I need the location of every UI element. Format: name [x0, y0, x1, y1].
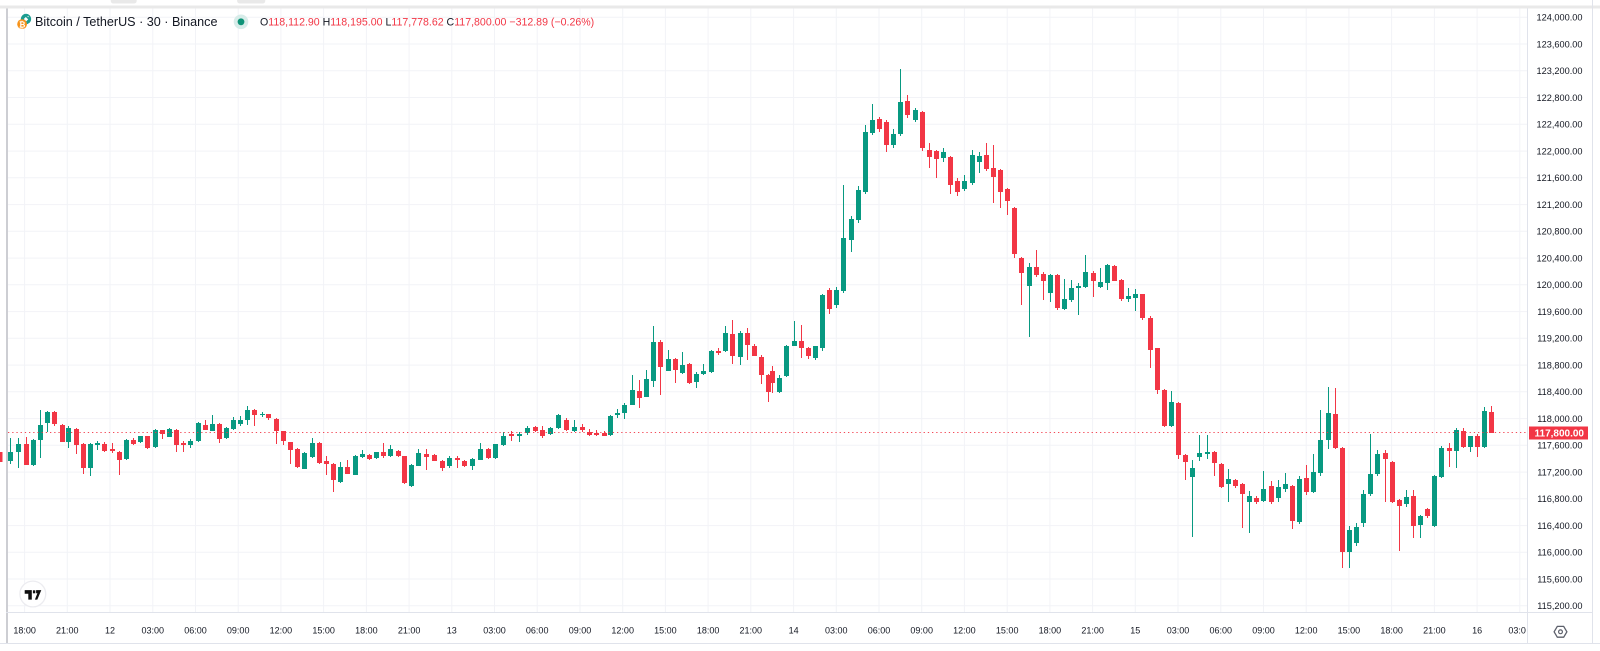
svg-text:21:00: 21:00: [1081, 626, 1104, 636]
svg-text:03:0: 03:0: [1508, 626, 1526, 636]
svg-text:21:00: 21:00: [1423, 626, 1446, 636]
svg-text:15:00: 15:00: [996, 626, 1019, 636]
svg-text:15: 15: [1130, 626, 1140, 636]
svg-text:116,800.00: 116,800.00: [1537, 494, 1582, 504]
svg-text:122,400.00: 122,400.00: [1537, 120, 1583, 130]
svg-text:15:00: 15:00: [1338, 626, 1361, 636]
svg-text:09:00: 09:00: [1252, 626, 1275, 636]
svg-text:121,200.00: 121,200.00: [1537, 200, 1583, 210]
svg-text:Bitcoin / TetherUS · 30 · Bina: Bitcoin / TetherUS · 30 · Binance: [35, 15, 217, 29]
svg-text:16: 16: [1472, 626, 1482, 636]
svg-text:115,200.00: 115,200.00: [1537, 601, 1582, 611]
svg-text:118,800.00: 118,800.00: [1537, 360, 1582, 370]
svg-text:18:00: 18:00: [697, 626, 720, 636]
svg-text:124,000.00: 124,000.00: [1537, 13, 1583, 23]
svg-text:119,200.00: 119,200.00: [1537, 334, 1582, 344]
svg-text:03:00: 03:00: [1167, 626, 1190, 636]
svg-text:12:00: 12:00: [611, 626, 634, 636]
svg-text:O118,112.90 H118,195.00 L117,7: O118,112.90 H118,195.00 L117,778.62 C117…: [260, 17, 594, 29]
svg-text:115,600.00: 115,600.00: [1537, 574, 1582, 584]
svg-text:15:00: 15:00: [654, 626, 677, 636]
svg-text:09:00: 09:00: [227, 626, 250, 636]
svg-text:123,600.00: 123,600.00: [1537, 39, 1583, 49]
svg-text:03:00: 03:00: [825, 626, 848, 636]
svg-text:123,200.00: 123,200.00: [1537, 66, 1583, 76]
svg-text:12:00: 12:00: [953, 626, 976, 636]
svg-text:117,200.00: 117,200.00: [1537, 467, 1582, 477]
svg-text:03:00: 03:00: [483, 626, 506, 636]
svg-text:116,000.00: 116,000.00: [1537, 548, 1582, 558]
svg-text:06:00: 06:00: [868, 626, 891, 636]
svg-text:21:00: 21:00: [398, 626, 421, 636]
svg-text:18:00: 18:00: [1380, 626, 1403, 636]
svg-text:18:00: 18:00: [13, 626, 36, 636]
svg-text:12:00: 12:00: [270, 626, 293, 636]
svg-text:12: 12: [105, 626, 115, 636]
svg-text:₿: ₿: [19, 20, 25, 29]
svg-text:117,600.00: 117,600.00: [1537, 441, 1582, 451]
svg-text:12:00: 12:00: [1295, 626, 1318, 636]
svg-text:117,800.00: 117,800.00: [1535, 428, 1585, 439]
svg-text:21:00: 21:00: [56, 626, 79, 636]
svg-text:118,400.00: 118,400.00: [1537, 387, 1582, 397]
svg-text:120,800.00: 120,800.00: [1537, 227, 1583, 237]
svg-text:15:00: 15:00: [312, 626, 335, 636]
svg-text:06:00: 06:00: [184, 626, 207, 636]
svg-text:21:00: 21:00: [740, 626, 763, 636]
svg-text:14: 14: [789, 626, 799, 636]
svg-text:03:00: 03:00: [142, 626, 165, 636]
svg-text:122,000.00: 122,000.00: [1537, 146, 1583, 156]
svg-text:120,400.00: 120,400.00: [1537, 253, 1583, 263]
svg-text:122,800.00: 122,800.00: [1537, 93, 1583, 103]
svg-text:18:00: 18:00: [1039, 626, 1062, 636]
svg-text:116,400.00: 116,400.00: [1537, 521, 1582, 531]
svg-text:120,000.00: 120,000.00: [1537, 280, 1583, 290]
svg-text:18:00: 18:00: [355, 626, 378, 636]
svg-text:09:00: 09:00: [910, 626, 933, 636]
svg-text:06:00: 06:00: [526, 626, 549, 636]
svg-text:119,600.00: 119,600.00: [1537, 307, 1582, 317]
svg-text:06:00: 06:00: [1210, 626, 1233, 636]
svg-text:13: 13: [447, 626, 457, 636]
svg-text:09:00: 09:00: [569, 626, 592, 636]
svg-text:118,000.00: 118,000.00: [1537, 414, 1582, 424]
svg-text:121,600.00: 121,600.00: [1537, 173, 1583, 183]
